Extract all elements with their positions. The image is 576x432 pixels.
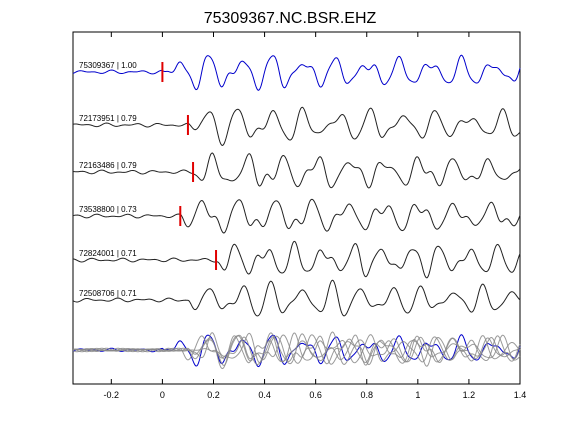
traces-layer	[72, 54, 521, 317]
overlay-trace-6	[72, 331, 521, 365]
x-tick-label-7: 1.2	[463, 390, 476, 400]
trace-line-6	[72, 279, 521, 317]
x-tick-label-6: 1	[415, 390, 420, 400]
x-tick-label-5: 0.8	[360, 390, 373, 400]
x-tick-label-4: 0.6	[309, 390, 322, 400]
x-tick-label-2: 0.2	[207, 390, 220, 400]
trace-label-6: 72508706 | 0.71	[79, 289, 137, 298]
trace-label-5: 72824001 | 0.71	[79, 249, 137, 258]
plot-area	[72, 31, 521, 385]
trace-label-2: 72173951 | 0.79	[79, 114, 137, 123]
x-tick-label-3: 0.4	[258, 390, 271, 400]
trace-line-5	[72, 240, 521, 279]
trace-line-3	[72, 152, 521, 189]
overlay-stack	[72, 331, 521, 370]
x-tick-label-1: 0	[160, 390, 165, 400]
x-tick-label-8: 1.4	[514, 390, 527, 400]
overlay-trace-2	[72, 333, 521, 370]
x-tick-label-0: -0.2	[104, 390, 120, 400]
trace-line-1	[72, 54, 521, 91]
pick-markers	[161, 62, 218, 270]
trace-label-4: 73538800 | 0.73	[79, 205, 137, 214]
trace-label-3: 72163486 | 0.79	[79, 161, 137, 170]
trace-line-4	[72, 198, 521, 234]
trace-line-2	[72, 106, 521, 146]
trace-labels: 75309367 | 1.00 72173951 | 0.79 72163486 |…	[79, 61, 137, 298]
trace-label-1: 75309367 | 1.00	[79, 61, 137, 70]
chart-title: 75309367.NC.BSR.EHZ	[204, 10, 377, 27]
x-axis: -0.2 0 0.2 0.4 0.6 0.8 1 1.2 1.4	[104, 32, 527, 400]
